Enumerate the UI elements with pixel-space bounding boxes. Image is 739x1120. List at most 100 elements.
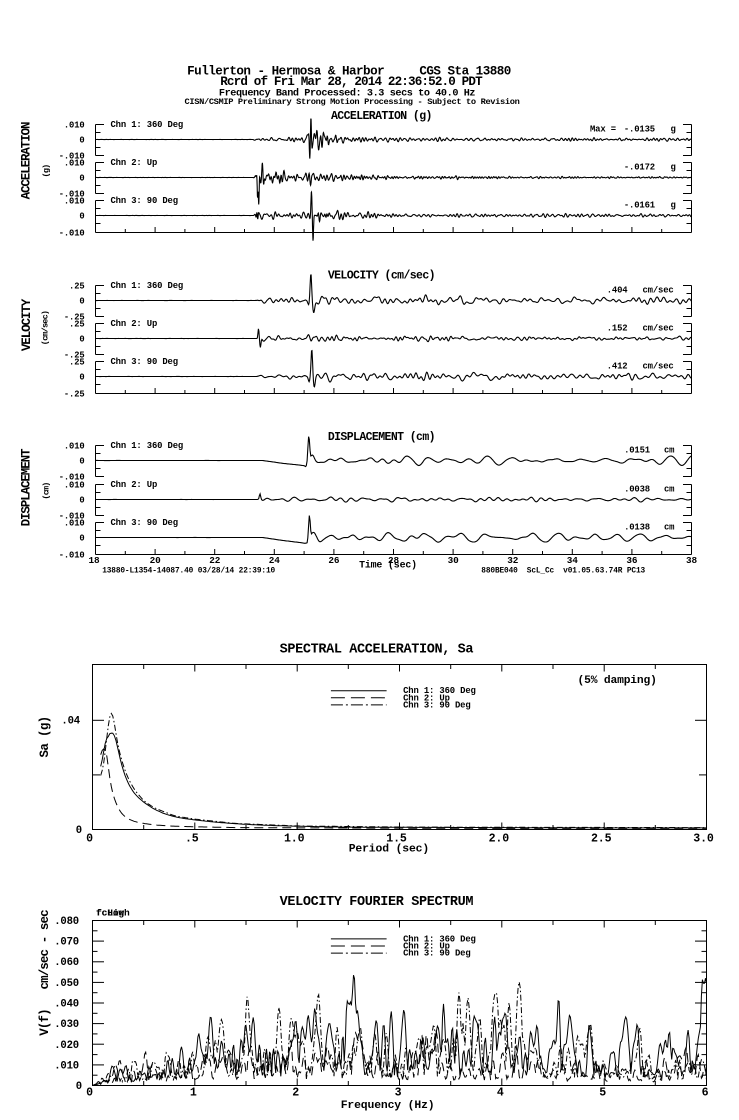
svg-text:.0138: .0138 [624,523,650,533]
svg-text:Chn 3: 90 Deg: Chn 3: 90 Deg [111,357,178,367]
svg-text:.010: .010 [64,519,85,529]
svg-text:0: 0 [79,457,84,467]
svg-text:.060: .060 [54,957,79,969]
svg-text:CISN/CSMIP Preliminary Strong: CISN/CSMIP Preliminary Strong Motion Pro… [185,97,520,107]
svg-text:SPECTRAL ACCELERATION, Sa: SPECTRAL ACCELERATION, Sa [280,642,474,657]
svg-text:Chn 1: 360 Deg: Chn 1: 360 Deg [403,934,476,944]
svg-text:0: 0 [79,174,84,184]
svg-text:(g): (g) [42,165,52,178]
svg-text:Chn 2: Up: Chn 2: Up [111,319,158,329]
svg-text:0: 0 [79,496,84,506]
svg-text:Chn 3: 90 Deg: Chn 3: 90 Deg [403,949,470,959]
svg-text:-.25: -.25 [64,351,85,361]
svg-text:V(f) cm/sec - sec: V(f) cm/sec - sec [38,910,52,1036]
svg-text:Chn 2: Up: Chn 2: Up [111,480,158,490]
svg-text:20: 20 [150,555,161,566]
svg-text:(cm): (cm) [42,482,52,499]
svg-text:-.0135: -.0135 [624,125,655,135]
svg-text:VELOCITY FOURIER SPECTRUM: VELOCITY FOURIER SPECTRUM [280,895,474,910]
svg-text:-.25: -.25 [64,390,85,400]
svg-text:-.010: -.010 [59,152,85,162]
svg-text:Chn 3: 90 Deg: Chn 3: 90 Deg [403,700,470,710]
svg-text:cm: cm [664,485,674,495]
svg-text:.04: .04 [61,715,80,727]
svg-text:Frequency Band Processed: 3.3: Frequency Band Processed: 3.3 secs to 40… [219,88,476,100]
svg-text:.070: .070 [54,937,79,949]
svg-text:-.010: -.010 [59,473,85,483]
svg-text:36: 36 [626,555,637,566]
svg-text:ACCELERATION: ACCELERATION [20,122,34,199]
svg-text:.010: .010 [64,121,85,131]
svg-text:.0038: .0038 [624,485,650,495]
svg-text:Rcrd of Fri Mar 28, 2014 22:36: Rcrd of Fri Mar 28, 2014 22:36:52.0 PDT [220,75,483,89]
svg-text:0: 0 [76,825,82,837]
svg-text:(5% damping): (5% damping) [578,675,657,687]
svg-text:Chn 1: 360 Deg: Chn 1: 360 Deg [111,120,184,130]
svg-text:0: 0 [86,833,93,846]
svg-text:-.010: -.010 [59,229,85,239]
svg-text:Chn 3: 90 Deg: Chn 3: 90 Deg [111,196,178,206]
svg-text:.040: .040 [54,999,79,1011]
svg-text:Chn 2: Up: Chn 2: Up [111,158,158,168]
svg-text:13880-L1354-14087.40 03/28/14: 13880-L1354-14087.40 03/28/14 22:39:10 [102,568,275,576]
svg-text:Max =: Max = [590,124,616,134]
svg-text:.080: .080 [54,916,79,928]
svg-text:.25: .25 [69,320,84,330]
svg-text:.050: .050 [54,978,79,990]
svg-text:Period (sec): Period (sec) [349,844,429,856]
svg-text:38: 38 [686,555,697,566]
svg-text:3: 3 [395,1087,402,1100]
svg-text:Chn 1: 360 Deg: Chn 1: 360 Deg [403,686,476,696]
svg-text:0: 0 [79,534,84,544]
svg-text:.5: .5 [185,833,199,846]
svg-text:Chn 3: 90 Deg: Chn 3: 90 Deg [111,518,178,528]
svg-text:2: 2 [292,1087,299,1100]
svg-text:1.0: 1.0 [284,833,305,846]
svg-text:.010: .010 [64,197,85,207]
svg-text:g: g [671,201,676,211]
svg-text:cm: cm [664,523,674,533]
svg-text:Chn 1: 360 Deg: Chn 1: 360 Deg [111,281,184,291]
svg-text:0: 0 [79,212,84,222]
svg-text:-.0161: -.0161 [624,201,655,211]
svg-text:g: g [671,163,676,173]
svg-text:0: 0 [86,1087,93,1100]
svg-text:cm/sec: cm/sec [643,362,674,372]
svg-text:VELOCITY (cm/sec): VELOCITY (cm/sec) [328,269,435,282]
svg-text:-.010: -.010 [59,551,85,561]
svg-text:30: 30 [448,555,459,566]
svg-text:VELOCITY: VELOCITY [20,298,34,351]
svg-text:ACCELERATION (g): ACCELERATION (g) [331,110,432,123]
svg-text:.010: .010 [64,442,85,452]
svg-text:Chn 1: 360 Deg: Chn 1: 360 Deg [111,441,184,451]
svg-text:1.5: 1.5 [386,833,407,846]
svg-text:.152: .152 [607,324,628,334]
svg-text:cm: cm [664,446,674,456]
svg-text:g: g [671,125,676,135]
svg-text:Sa (g): Sa (g) [38,717,52,758]
svg-text:18: 18 [89,555,100,566]
svg-text:880BE040 ScL_Cc v01.05.63.74: 880BE040 ScL_Cc v01.05.63.74R PC13 [481,568,645,576]
svg-text:.0151: .0151 [624,446,650,456]
svg-text:1: 1 [190,1087,197,1100]
svg-text:.030: .030 [54,1019,79,1031]
svg-text:-.010: -.010 [59,190,85,200]
svg-text:24: 24 [269,555,280,566]
svg-text:34: 34 [567,555,578,566]
svg-text:0: 0 [79,373,84,383]
svg-text:Fullerton - Hermosa & Harbor: Fullerton - Hermosa & Harbor CGS Sta 138… [187,65,511,79]
svg-text:DISPLACEMENT: DISPLACEMENT [20,448,34,526]
svg-text:0: 0 [79,136,84,146]
svg-text:.404: .404 [607,286,629,296]
svg-text:.020: .020 [54,1040,79,1052]
svg-text:.412: .412 [607,362,628,372]
svg-text:fcLow: fcLow [96,908,124,919]
svg-text:DISPLACEMENT (cm): DISPLACEMENT (cm) [328,431,435,444]
svg-text:Chn 2: Up: Chn 2: Up [403,942,450,952]
svg-text:-.0172: -.0172 [624,163,655,173]
svg-text:3.0: 3.0 [693,833,714,846]
svg-text:5: 5 [599,1087,606,1100]
svg-text:0: 0 [76,1081,82,1093]
svg-text:cm/sec: cm/sec [643,286,674,296]
svg-text:Frequency (Hz): Frequency (Hz) [341,1100,435,1112]
